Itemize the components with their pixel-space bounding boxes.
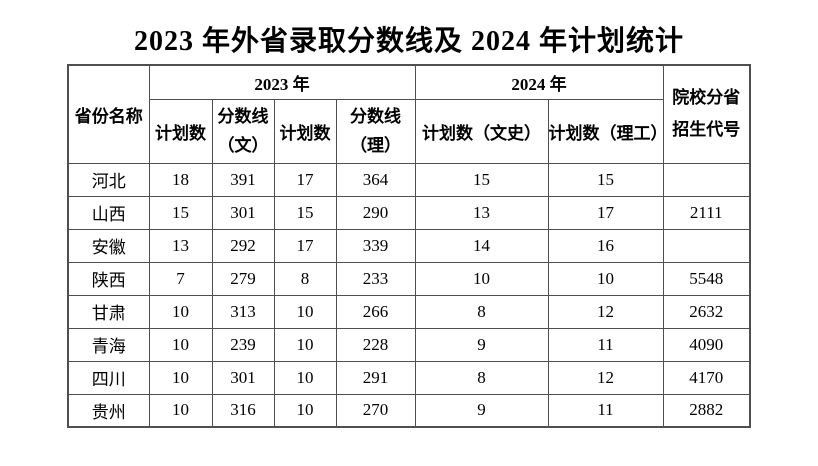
plan-2023-wen-cell: 7 <box>148 261 213 296</box>
header-score-li: 分数线 （理） <box>335 98 416 164</box>
plan-2023-li-cell: 10 <box>273 327 337 362</box>
plan-2024-ligong-cell: 17 <box>547 195 664 230</box>
score-li-cell: 339 <box>335 228 416 263</box>
header-score-wen-line2: （文） <box>217 136 269 155</box>
score-li-cell: 291 <box>335 360 416 395</box>
score-wen-cell: 316 <box>211 393 275 428</box>
province-cell: 四川 <box>67 360 150 395</box>
plan-2024-ligong-cell: 11 <box>547 393 664 428</box>
code-cell <box>662 162 751 197</box>
score-li-cell: 270 <box>335 393 416 428</box>
table-row-shaanxi: 陕西 7 279 8 233 10 10 5548 <box>67 261 751 296</box>
province-cell: 山西 <box>67 195 150 230</box>
plan-2024-wenshi-cell: 9 <box>414 327 549 362</box>
province-cell: 安徽 <box>67 228 150 263</box>
score-li-cell: 364 <box>335 162 416 197</box>
code-cell: 2882 <box>662 393 751 428</box>
plan-2023-li-cell: 10 <box>273 360 337 395</box>
score-wen-cell: 301 <box>211 360 275 395</box>
table-row-sichuan: 四川 10 301 10 291 8 12 4170 <box>67 360 751 395</box>
score-wen-cell: 239 <box>211 327 275 362</box>
admission-stats-table: 省份名称 2023 年 2024 年 院校分省 招生代号 计划数 分数线 （文）… <box>67 64 751 428</box>
page-title: 2023 年外省录取分数线及 2024 年计划统计 <box>133 26 684 57</box>
plan-2023-wen-cell: 10 <box>148 294 213 329</box>
code-cell: 2111 <box>662 195 751 230</box>
table-row-guizhou: 贵州 10 316 10 270 9 11 2882 <box>67 393 751 428</box>
plan-2023-wen-cell: 18 <box>148 162 213 197</box>
plan-2024-ligong-cell: 12 <box>547 360 664 395</box>
score-li-cell: 233 <box>335 261 416 296</box>
header-province: 省份名称 <box>67 64 150 164</box>
score-wen-cell: 391 <box>211 162 275 197</box>
plan-2023-wen-cell: 10 <box>148 393 213 428</box>
plan-2023-li-cell: 10 <box>273 294 337 329</box>
header-score-wen: 分数线 （文） <box>211 98 275 164</box>
score-wen-cell: 301 <box>211 195 275 230</box>
plan-2024-wenshi-cell: 15 <box>414 162 549 197</box>
plan-2023-wen-cell: 15 <box>148 195 213 230</box>
header-college-code-line1: 院校分省 <box>672 88 741 108</box>
header-score-li-line2: （理） <box>350 136 401 155</box>
plan-2023-li-cell: 10 <box>273 393 337 428</box>
score-wen-cell: 313 <box>211 294 275 329</box>
plan-2023-li-cell: 15 <box>273 195 337 230</box>
header-college-code-line2: 招生代号 <box>672 120 741 140</box>
header-score-wen-line1: 分数线 <box>217 107 269 126</box>
score-li-cell: 266 <box>335 294 416 329</box>
code-cell: 4170 <box>662 360 751 395</box>
header-college-code: 院校分省 招生代号 <box>662 64 751 164</box>
code-cell <box>662 228 751 263</box>
table-row-qinghai: 青海 10 239 10 228 9 11 4090 <box>67 327 751 362</box>
plan-2024-ligong-cell: 12 <box>547 294 664 329</box>
plan-2024-wenshi-cell: 8 <box>414 360 549 395</box>
header-group-2023: 2023 年 <box>148 64 416 100</box>
header-plan-2023-wen: 计划数 <box>148 98 213 164</box>
plan-2024-wenshi-cell: 10 <box>414 261 549 296</box>
plan-2024-wenshi-cell: 9 <box>414 393 549 428</box>
plan-2024-ligong-cell: 10 <box>547 261 664 296</box>
table-row-hebei: 河北 18 391 17 364 15 15 <box>67 162 751 197</box>
province-cell: 河北 <box>67 162 150 197</box>
score-wen-cell: 292 <box>211 228 275 263</box>
header-score-li-line1: 分数线 <box>350 107 401 126</box>
score-li-cell: 228 <box>335 327 416 362</box>
plan-2023-li-cell: 17 <box>273 162 337 197</box>
header-group-2024: 2024 年 <box>414 64 664 100</box>
plan-2023-wen-cell: 13 <box>148 228 213 263</box>
plan-2023-wen-cell: 10 <box>148 360 213 395</box>
score-wen-cell: 279 <box>211 261 275 296</box>
plan-2023-li-cell: 8 <box>273 261 337 296</box>
score-li-cell: 290 <box>335 195 416 230</box>
table-row-gansu: 甘肃 10 313 10 266 8 12 2632 <box>67 294 751 329</box>
header-plan-2024-wenshi: 计划数（文史） <box>414 98 549 164</box>
header-plan-2023-li: 计划数 <box>273 98 337 164</box>
plan-2024-wenshi-cell: 8 <box>414 294 549 329</box>
table-row-shanxi: 山西 15 301 15 290 13 17 2111 <box>67 195 751 230</box>
province-cell: 陕西 <box>67 261 150 296</box>
plan-2023-wen-cell: 10 <box>148 327 213 362</box>
plan-2024-ligong-cell: 15 <box>547 162 664 197</box>
header-row-groups: 省份名称 2023 年 2024 年 院校分省 招生代号 <box>67 64 751 164</box>
province-cell: 青海 <box>67 327 150 362</box>
code-cell: 2632 <box>662 294 751 329</box>
table-row-anhui: 安徽 13 292 17 339 14 16 <box>67 228 751 263</box>
plan-2024-ligong-cell: 16 <box>547 228 664 263</box>
province-cell: 贵州 <box>67 393 150 428</box>
province-cell: 甘肃 <box>67 294 150 329</box>
plan-2024-wenshi-cell: 14 <box>414 228 549 263</box>
plan-2024-wenshi-cell: 13 <box>414 195 549 230</box>
plan-2023-li-cell: 17 <box>273 228 337 263</box>
header-plan-2024-ligong: 计划数（理工） <box>547 98 668 164</box>
plan-2024-ligong-cell: 11 <box>547 327 664 362</box>
code-cell: 5548 <box>662 261 751 296</box>
code-cell: 4090 <box>662 327 751 362</box>
header-row-subcolumns: 计划数 分数线 （文） 计划数 分数线 （理） 计划数（文史） 计划数（理工） <box>68 98 750 164</box>
